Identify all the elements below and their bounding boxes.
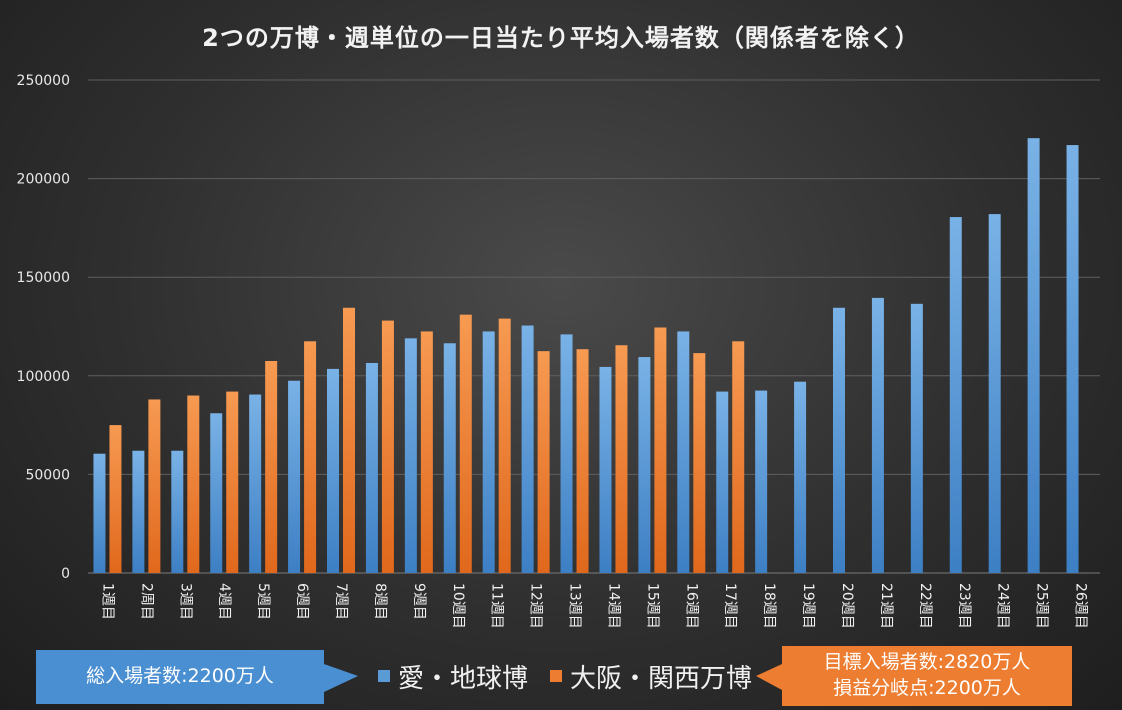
x-tick-label: 5週目: [255, 583, 271, 620]
x-tick-label: 7週目: [333, 583, 349, 620]
x-tick-label: 25週目: [1034, 583, 1050, 629]
callout-pointer-right: [756, 664, 782, 690]
x-tick-label: 6週目: [294, 583, 310, 620]
bar-aichi: [833, 307, 845, 573]
y-tick-label: 50000: [25, 467, 70, 483]
x-tick-label: 19週目: [800, 583, 816, 629]
x-tick-label: 15週目: [644, 583, 660, 629]
break-even-text: 損益分岐点:2200万人: [833, 677, 1021, 699]
bar-aichi: [249, 394, 262, 573]
callout-pointer-left: [324, 664, 358, 692]
bar-aichi: [560, 334, 573, 573]
target-visitors-text: 目標入場者数:2820万人: [823, 651, 1031, 673]
bar-aichi: [988, 214, 1001, 573]
chart-title: 2つの万博・週単位の一日当たり平均入場者数（関係者を除く）: [202, 24, 920, 52]
x-tick-label: 20週目: [839, 583, 855, 629]
legend-swatch-orange: [550, 670, 562, 682]
bar-aichi: [871, 297, 884, 573]
bar-osaka: [615, 345, 628, 573]
bar-osaka: [654, 327, 667, 573]
bar-aichi: [716, 391, 729, 573]
y-tick-label: 250000: [17, 73, 70, 89]
bar-aichi: [132, 450, 145, 573]
bar-osaka: [732, 341, 745, 573]
bar-aichi: [482, 331, 495, 573]
x-tick-label: 23週目: [956, 583, 972, 629]
x-tick-label: 8週目: [372, 583, 388, 620]
bar-aichi: [599, 366, 612, 573]
bar-aichi: [755, 390, 768, 573]
bar-osaka: [498, 318, 511, 573]
x-tick-label: 13週目: [567, 583, 583, 629]
bar-osaka: [304, 341, 317, 573]
bar-aichi: [521, 325, 534, 573]
legend-swatch-blue: [378, 670, 390, 682]
bar-aichi: [171, 450, 184, 573]
target-visitors-callout: 目標入場者数:2820万人 損益分岐点:2200万人: [782, 646, 1072, 706]
bar-osaka: [537, 351, 550, 573]
x-tick-label: 9週目: [411, 583, 427, 620]
bar-aichi: [638, 357, 651, 573]
bar-aichi: [210, 413, 223, 573]
x-tick-label: 14週目: [605, 583, 621, 629]
bar-osaka: [148, 399, 161, 573]
bar-aichi: [677, 331, 690, 573]
y-tick-label: 0: [61, 566, 70, 582]
total-visitors-callout: 総入場者数:2200万人: [36, 650, 324, 704]
bar-aichi: [910, 303, 923, 573]
bar-osaka: [693, 353, 706, 573]
x-tick-label: 24週目: [995, 583, 1011, 629]
bar-aichi: [1027, 138, 1040, 573]
y-tick-label: 150000: [17, 270, 70, 286]
bar-aichi: [443, 343, 456, 573]
x-tick-label: 4週目: [216, 583, 232, 620]
bar-aichi: [404, 338, 417, 573]
bar-aichi: [949, 217, 962, 573]
bar-osaka: [226, 391, 239, 573]
x-tick-label: 11週目: [489, 583, 505, 629]
x-tick-label: 18週目: [761, 583, 777, 629]
bar-aichi: [1066, 145, 1079, 574]
legend-item-osaka: 大阪・関西万博: [550, 656, 752, 696]
bar-aichi: [794, 381, 807, 573]
bar-aichi: [365, 362, 378, 573]
bar-osaka: [420, 331, 433, 573]
x-tick-label: 2周目: [138, 583, 154, 620]
x-tick-label: 1週目: [99, 583, 115, 620]
x-tick-label: 21週目: [878, 583, 894, 629]
legend-item-aichi: 愛・地球博: [378, 656, 528, 696]
legend-label-aichi: 愛・地球博: [398, 663, 529, 694]
legend-label-osaka: 大阪・関西万博: [570, 663, 753, 694]
bar-osaka: [459, 314, 472, 573]
total-visitors-text: 総入場者数:2200万人: [86, 665, 274, 687]
bar-osaka: [343, 307, 355, 573]
y-tick-label: 100000: [17, 369, 70, 385]
x-tick-label: 22週目: [917, 583, 933, 629]
x-tick-label: 16週目: [683, 583, 699, 629]
bar-osaka: [109, 425, 122, 573]
x-tick-label: 3週目: [177, 583, 193, 620]
y-tick-label: 200000: [17, 172, 70, 188]
bar-aichi: [93, 453, 106, 573]
bar-osaka: [265, 361, 278, 573]
x-tick-label: 12週目: [528, 583, 544, 629]
x-tick-label: 10週目: [450, 583, 466, 629]
bar-osaka: [576, 349, 589, 573]
bar-osaka: [187, 395, 200, 573]
x-tick-label: 17週目: [722, 583, 738, 629]
bar-aichi: [288, 380, 301, 573]
x-tick-label: 26週目: [1073, 583, 1089, 629]
bar-osaka: [381, 320, 394, 573]
bar-aichi: [327, 368, 339, 573]
